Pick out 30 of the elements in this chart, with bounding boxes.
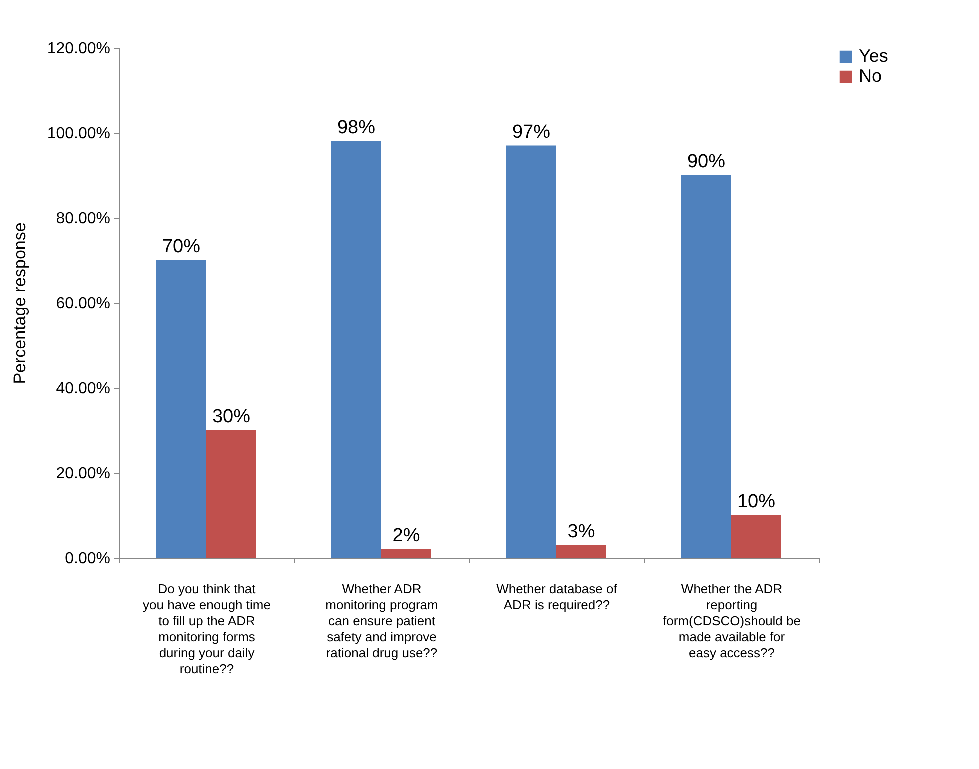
bar xyxy=(206,430,256,558)
y-tick-label: 40.00% xyxy=(56,380,110,398)
data-label: 10% xyxy=(737,492,776,512)
y-tick-label: 60.00% xyxy=(56,296,110,312)
y-axis-title: Percentage response xyxy=(10,222,30,384)
x-tick-label: Do you think that you have enough time to fill up the ADR monitoring forms during your daily routine?? xyxy=(143,582,271,676)
bar xyxy=(156,260,206,558)
data-label: 70% xyxy=(162,236,201,258)
legend-label: Yes xyxy=(859,46,888,66)
y-tick-label: 20.00% xyxy=(56,466,110,482)
data-label: 30% xyxy=(212,406,251,428)
data-label: 97% xyxy=(512,122,551,143)
bar xyxy=(382,550,432,558)
bar xyxy=(556,545,606,558)
y-tick-label: 80.00% xyxy=(56,210,110,228)
bar xyxy=(732,516,782,558)
data-label: 90% xyxy=(687,152,726,172)
y-tick-label: 100.00% xyxy=(47,126,110,142)
bar xyxy=(506,146,556,558)
bar xyxy=(332,142,382,558)
bar xyxy=(682,176,732,558)
legend-label: No xyxy=(859,66,882,86)
y-tick-label: 120.00% xyxy=(47,40,110,58)
data-label: 98% xyxy=(337,118,376,138)
x-tick-label: Whether the ADR reporting form(CDSCO)should be made available for easy access?? xyxy=(663,582,801,660)
data-label: 3% xyxy=(568,521,596,542)
y-tick-label: 0.00% xyxy=(65,550,110,568)
x-tick-label: Whether ADR monitoring program can ensure patient safety and improve rational drug use?? xyxy=(326,582,438,660)
data-label: 2% xyxy=(392,526,420,546)
x-tick-label: Whether database of ADR is required?? xyxy=(496,582,618,612)
